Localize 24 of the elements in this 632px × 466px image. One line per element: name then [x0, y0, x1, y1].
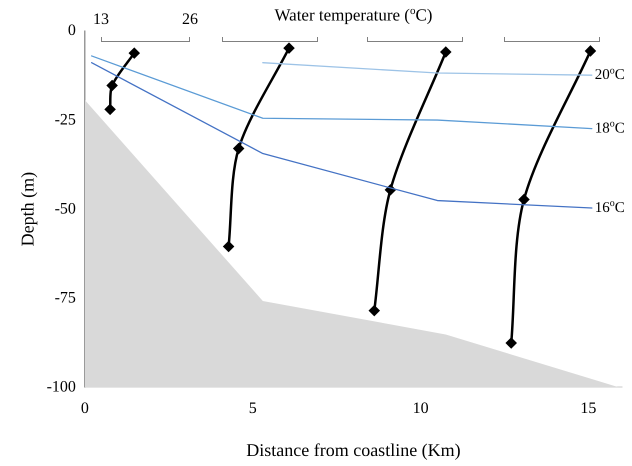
point — [129, 48, 140, 58]
x-tick-label: 15 — [580, 400, 596, 418]
y-tick-label: -25 — [54, 111, 76, 128]
x-tick-label: 10 — [412, 400, 429, 418]
x-tick-label: 0 — [80, 400, 89, 418]
point — [233, 143, 244, 154]
text: 26 — [182, 11, 198, 28]
text: 13 — [93, 11, 109, 28]
y-tick-label: -50 — [54, 200, 76, 218]
point — [506, 338, 516, 348]
x-axis-title: Distance from coastline (Km) — [246, 440, 461, 460]
point — [223, 241, 234, 252]
point — [369, 305, 380, 316]
y-tick-label: 0 — [68, 22, 76, 40]
point — [284, 42, 294, 54]
point — [518, 194, 530, 205]
point — [585, 46, 596, 56]
point — [104, 104, 116, 115]
point — [106, 80, 118, 91]
y-axis-title: Depth (m) — [18, 172, 38, 246]
point — [440, 46, 452, 58]
x-tick-label: 5 — [248, 400, 257, 418]
y-tick-label: -75 — [54, 289, 76, 306]
y-tick-label: -100 — [46, 378, 76, 396]
